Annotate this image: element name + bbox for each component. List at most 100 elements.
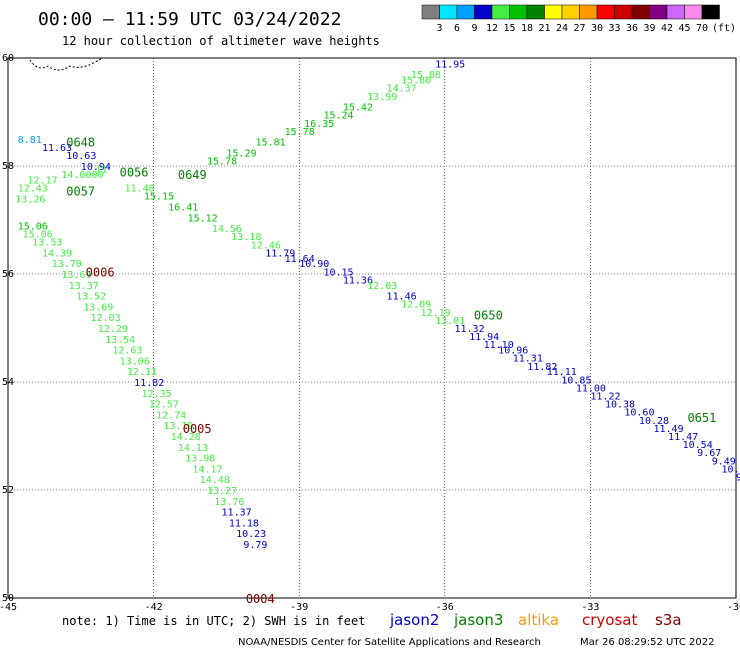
wave-height-value: 11.63 [42,143,72,154]
wave-height-value: 10.96 [498,346,528,357]
credit-line: NOAA/NESDIS Center for Satellite Applica… [238,637,541,648]
legend-swatch [614,4,633,20]
lon-tick-label: -45 [0,602,17,613]
legend-swatch [509,4,528,20]
wave-height-value: 10.63 [66,151,96,162]
legend-label: 39 [643,23,655,34]
legend-label: 18 [521,23,533,34]
wave-height-value: 13.70 [52,259,82,270]
wave-height-value: 11.82 [134,378,164,389]
wave-height-value: 12.03 [91,313,121,324]
wave-height-value: 13.18 [231,232,261,243]
satellite-jason3: jason3 [453,611,503,629]
axis-ticks: -45 -42 -39 -36 -33 -30 50 52 54 56 58 60 [0,53,740,613]
wave-height-value: 12.46 [251,240,281,251]
legend-label: 33 [608,23,620,34]
legend-label: 9 [471,23,477,34]
wave-height-value: 13.27 [207,486,237,497]
legend-label: 24 [556,23,568,34]
lat-tick-label: 56 [2,269,14,280]
legend-unit: (ft) [712,23,736,34]
pass-number: 0005 [183,422,212,436]
wave-height-value: 13.37 [69,281,99,292]
wave-height-value: 15.42 [343,103,373,114]
wave-height-value: 15.80 [401,76,431,87]
wave-height-value: 11.49 [653,424,683,435]
lat-tick-label: 52 [2,485,14,496]
wave-height-value: 13.69 [83,302,113,313]
wave-height-value: 11.22 [590,392,620,403]
wave-height-value: 9.79 [243,540,267,551]
lon-tick-label: -42 [145,602,163,613]
lat-tick-label: 50 [2,593,14,604]
wave-height-value: 11.36 [343,275,373,286]
wave-height-value: 9.67 [697,448,721,459]
lon-tick-label: -36 [436,602,454,613]
legend-label: 36 [626,23,638,34]
wave-height-value: 11.47 [668,432,698,443]
graticule [8,58,736,598]
pass-number: 0648 [66,136,95,150]
wave-height-value: 10.90 [299,259,329,270]
legend-swatch [631,4,650,20]
pass-number: 0056 [120,165,149,179]
legend-label: 27 [573,23,585,34]
wave-height-value: 16.35 [304,119,334,130]
wave-height-value: 14.17 [192,464,222,475]
wave-height-value: 13.26 [15,194,45,205]
wave-height-value: 14.37 [387,84,417,95]
wave-height-value: 14.0000 [61,170,103,181]
wave-height-value: 8.81 [18,135,42,146]
legend-label: 70 [696,23,708,34]
wave-height-value: 12.74 [156,410,186,421]
satellite-legend: jason2 jason3 altika cryosat s3a [389,611,682,629]
wave-height-value: 11.48 [124,184,154,195]
pass-number: 0651 [687,411,716,425]
wave-height-value: 10.60 [624,408,654,419]
plot-frame [7,57,737,599]
wave-height-value: 11.64 [285,254,315,265]
lon-tick-label: -33 [581,602,599,613]
pass-number: 0006 [86,265,115,279]
wave-height-value: 13.98 [185,454,215,465]
wave-height-legend: 3 6 9 12 15 18 21 24 27 30 33 36 39 42 45 70 [421,4,720,34]
wave-height-value: 11.94 [469,332,499,343]
legend-swatch [421,4,440,20]
wave-height-value: 12.17 [27,176,57,187]
wave-height-value: 10.94 [81,162,111,173]
wave-height-value: 11.95 [435,59,465,70]
wave-height-value: 13.76 [214,497,244,508]
wave-height-value: 11 [95,165,107,176]
legend-label: 21 [538,23,550,34]
wave-height-value: 11.46 [387,292,417,303]
wave-height-value: 10.23 [236,529,266,540]
wave-height-value: 15.12 [188,213,218,224]
pass-number: 0004 [246,592,275,606]
map-title: 00:00 – 11:59 UTC 03/24/2022 [38,9,341,30]
wave-height-value: 12.57 [149,400,179,411]
wave-height-value: 16.41 [168,203,198,214]
wave-height-value: 11.10 [484,340,514,351]
pass-number: 0057 [66,184,95,198]
satellite-altika: altika [518,611,559,629]
wave-height-value: 14.48 [200,475,230,486]
wave-height-value: 13.54 [105,335,135,346]
wave-height-value: 15.78 [285,127,315,138]
wave-height-value: 12.29 [98,324,128,335]
wave-height-value: 15.08 [411,70,441,81]
wave-height-value: 15.29 [226,149,256,160]
wave-height-value: 13.52 [76,292,106,303]
wave-height-value: 9.74 [736,473,740,484]
satellite-cryosat: cryosat [582,611,637,629]
pass-number: 0650 [474,309,503,323]
wave-height-value: 10.15 [323,267,353,278]
map-subtitle: 12 hour collection of altimeter wave hei… [62,34,380,48]
wave-height-value: 14.13 [178,443,208,454]
legend-swatch [561,4,580,20]
wave-height-value: 12.11 [127,367,157,378]
wave-height-value: 10.54 [683,440,713,451]
wave-height-value: 12.09 [401,300,431,311]
lon-tick-label: -30 [727,602,740,613]
legend-swatch [439,4,458,20]
